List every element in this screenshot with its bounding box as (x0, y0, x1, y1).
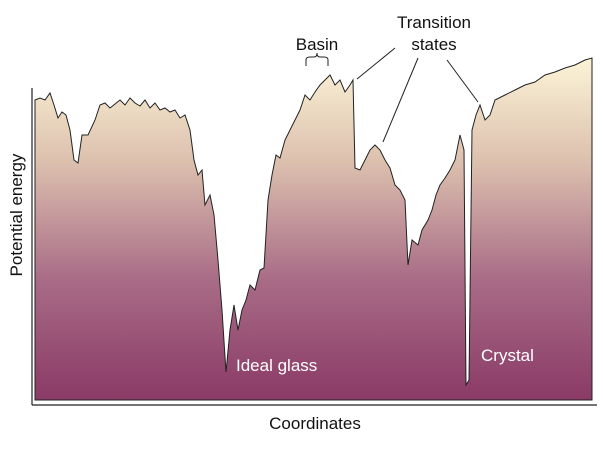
ideal-glass-label: Ideal glass (236, 356, 317, 375)
pointer-line (356, 47, 396, 80)
pointer-line (382, 57, 419, 143)
basin-brace (305, 52, 329, 66)
landscape (34, 57, 593, 401)
transition-label: Transition (397, 13, 471, 32)
basin-label: Basin (296, 35, 339, 54)
crystal-label: Crystal (481, 346, 534, 365)
pointer-line (446, 59, 479, 103)
transition-label: states (411, 35, 456, 54)
y-axis-label: Potential energy (7, 153, 26, 276)
x-axis-label: Coordinates (269, 414, 361, 433)
